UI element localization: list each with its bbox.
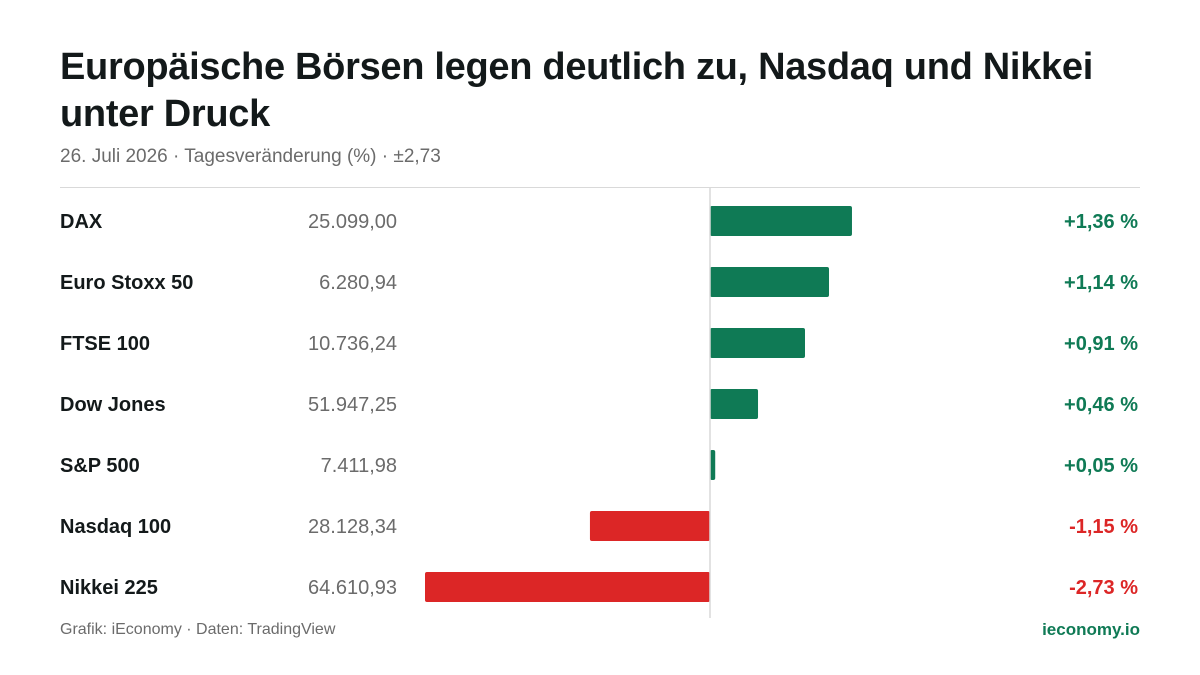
change-label: -1,15 %	[1069, 516, 1138, 538]
index-name: Euro Stoxx 50	[60, 272, 193, 294]
source-note: Grafik: iEconomy · Daten: TradingView	[60, 621, 336, 638]
index-level: 6.280,94	[319, 272, 397, 294]
bar	[710, 206, 852, 236]
index-name: Nasdaq 100	[60, 516, 171, 538]
change-label: +0,46 %	[1064, 394, 1138, 416]
change-label: +0,05 %	[1064, 455, 1138, 477]
brand-link[interactable]: ieconomy.io	[1042, 620, 1140, 639]
change-label: +1,14 %	[1064, 272, 1138, 294]
bar	[425, 572, 710, 602]
bar	[710, 389, 759, 419]
index-level: 10.736,24	[308, 333, 397, 355]
header-divider	[60, 187, 1140, 188]
bar	[589, 511, 710, 541]
change-label: +0,91 %	[1064, 333, 1138, 355]
index-name: Nikkei 225	[60, 577, 158, 599]
bar	[710, 450, 716, 480]
bar-chart: DAX 25.099,00 +1,36 % Euro Stoxx 50 6.280,94…	[60, 188, 1138, 618]
index-level: 64.610,93	[308, 577, 397, 599]
index-name: DAX	[60, 211, 103, 233]
change-label: -2,73 %	[1069, 577, 1138, 599]
index-name: Dow Jones	[60, 394, 166, 416]
index-name: FTSE 100	[60, 333, 150, 355]
index-level: 25.099,00	[308, 211, 397, 233]
index-level: 51.947,25	[308, 394, 397, 416]
chart-title: Europäische Börsen legen deutlich zu, Na…	[60, 46, 1093, 135]
bar	[710, 267, 830, 297]
bar	[710, 328, 805, 358]
index-level: 7.411,98	[321, 455, 397, 477]
index-name: S&P 500	[60, 455, 140, 477]
index-level: 28.128,34	[308, 516, 397, 538]
chart-subtitle: 26. Juli 2026 · Tagesveränderung (%) · ±…	[60, 146, 441, 167]
change-label: +1,36 %	[1064, 211, 1138, 233]
